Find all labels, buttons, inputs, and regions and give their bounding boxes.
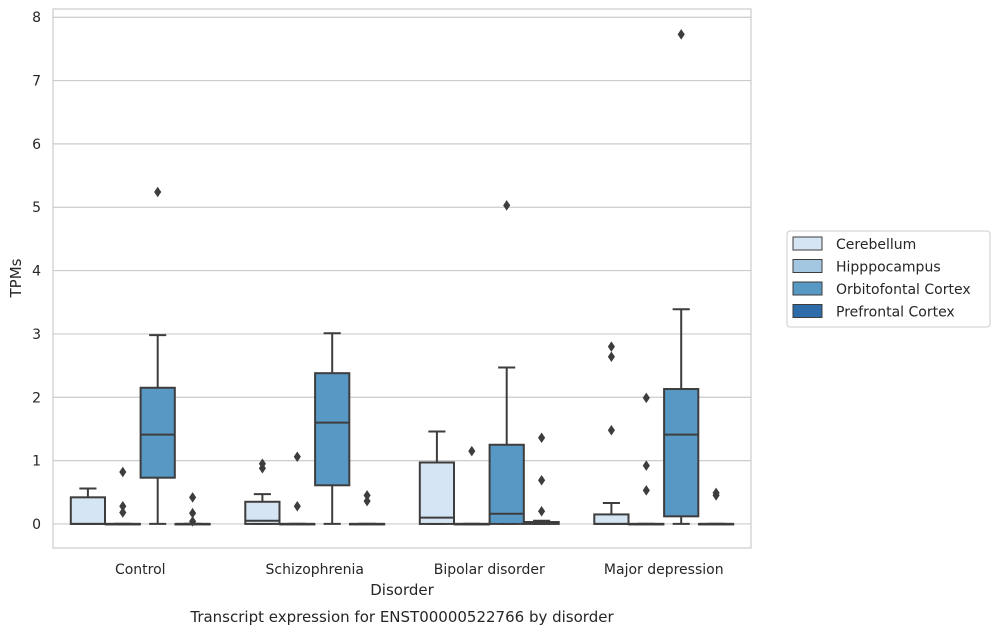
plot-frame	[52, 8, 752, 549]
y-tick-label: 4	[32, 264, 41, 280]
legend-swatch	[792, 304, 823, 318]
legend-swatch	[792, 236, 823, 251]
box-body	[139, 386, 176, 479]
outlier-point	[154, 186, 162, 198]
outlier-point	[607, 424, 615, 436]
y-tick-label: 5	[32, 200, 41, 216]
outlier-point	[538, 474, 546, 486]
outlier-point	[607, 351, 615, 362]
outlier-point	[607, 341, 615, 352]
outlier-point	[468, 445, 476, 457]
x-tick-labels: Control Schizophrenia Bipolar disorder Majo…	[115, 562, 724, 578]
box-1-0	[244, 458, 281, 525]
y-tick-label: 0	[32, 517, 41, 533]
box-2-2	[488, 200, 525, 525]
legend-label: Orbitofontal Cortex	[836, 282, 971, 298]
legend-swatch	[792, 259, 823, 273]
box-2-3	[523, 432, 560, 525]
outlier-point	[677, 29, 685, 40]
box-0-1	[104, 466, 141, 526]
x-axis-label: Disorder	[370, 581, 434, 599]
y-tick-label: 2	[32, 390, 41, 406]
y-tick-labels: 0 1 2 3 4 5 6 7 8	[32, 10, 41, 533]
outlier-point	[538, 506, 546, 517]
x-tick-label: Schizophrenia	[266, 562, 364, 578]
box-3-0	[593, 341, 630, 525]
box-2-0	[418, 430, 456, 525]
legend-swatch	[792, 281, 823, 296]
legend-label: Prefrontal Cortex	[836, 305, 955, 321]
box-series	[69, 29, 735, 527]
chart-caption: Transcript expression for ENST0000052276…	[189, 608, 614, 626]
outlier-point	[189, 492, 197, 503]
box-body	[244, 500, 281, 525]
y-tick-label: 1	[32, 454, 41, 470]
box-body	[314, 372, 351, 487]
outlier-point	[538, 432, 546, 444]
box-0-2	[139, 186, 176, 525]
box-1-2	[314, 332, 351, 525]
box-body	[69, 496, 107, 525]
box-3-1	[628, 392, 665, 526]
outlier-point	[119, 500, 127, 512]
outlier-point	[293, 451, 301, 463]
y-tick-label: 6	[32, 137, 41, 153]
box-body	[418, 461, 456, 525]
outlier-point	[189, 507, 197, 519]
legend-label: Hipppocampus	[836, 260, 941, 276]
outlier-point	[119, 507, 127, 518]
x-tick-label: Major depression	[604, 562, 724, 578]
box-2-1	[453, 445, 490, 526]
outlier-point	[363, 495, 371, 507]
outlier-point	[503, 200, 511, 211]
box-0-3	[174, 492, 211, 527]
box-0-0	[69, 487, 107, 525]
legend-label: Cerebellum	[836, 237, 916, 253]
outlier-point	[293, 500, 301, 512]
box-3-3	[697, 487, 735, 526]
outlier-point	[712, 487, 720, 499]
outlier-point	[258, 458, 266, 470]
y-tick-label: 3	[32, 327, 41, 343]
legend-frame	[786, 230, 991, 328]
outlier-point	[363, 490, 371, 501]
x-tick-label: Bipolar disorder	[434, 562, 545, 578]
legend: Cerebellum Hipppocampus Orbitofontal Corte…	[786, 230, 991, 328]
x-tick-label: Control	[115, 562, 166, 578]
outlier-point	[189, 516, 197, 527]
box-body	[663, 388, 700, 518]
box-3-2	[663, 29, 700, 525]
box-1-1	[279, 451, 316, 526]
outlier-point	[642, 392, 650, 404]
box-1-3	[348, 490, 386, 526]
outlier-point	[642, 485, 650, 496]
box-body	[593, 513, 630, 525]
y-tick-label: 8	[32, 10, 41, 26]
outlier-point	[642, 460, 650, 471]
y-tick-label: 7	[32, 74, 41, 90]
y-axis-label: TPMs	[7, 258, 25, 298]
box-body	[488, 443, 525, 525]
outlier-point	[119, 466, 127, 478]
